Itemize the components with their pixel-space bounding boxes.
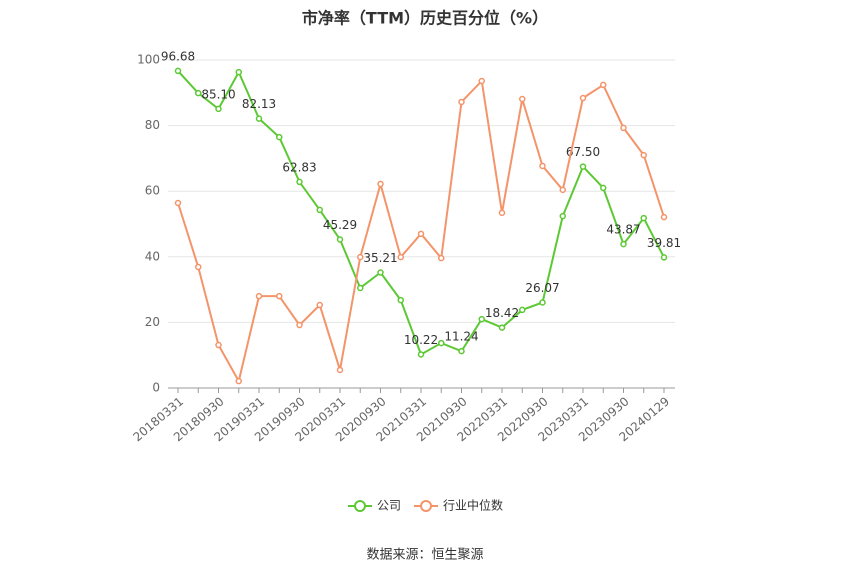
point xyxy=(458,347,465,355)
point xyxy=(336,236,344,243)
legend-item: 行业中位数 xyxy=(414,498,503,513)
point xyxy=(235,377,242,385)
y-tick-label: 20 xyxy=(145,315,160,329)
point xyxy=(276,133,283,141)
point xyxy=(235,68,242,76)
y-tick-label: 100 xyxy=(137,53,160,67)
point xyxy=(377,180,384,188)
point xyxy=(276,292,283,300)
point xyxy=(438,339,445,347)
point xyxy=(640,151,647,159)
legend-marker xyxy=(420,500,432,512)
source-note: 数据来源：恒生聚源 xyxy=(366,548,483,563)
data-label: 62.83 xyxy=(282,160,316,174)
data-label: 10.22 xyxy=(404,333,438,347)
point xyxy=(215,341,222,349)
data-label: 11.24 xyxy=(444,330,478,344)
data-label: 35.21 xyxy=(363,251,397,265)
point xyxy=(255,292,263,300)
point xyxy=(519,306,526,314)
point xyxy=(215,105,222,113)
data-label: 26.07 xyxy=(525,281,559,295)
point xyxy=(539,299,546,306)
data-label: 45.29 xyxy=(323,218,357,232)
data-label: 43.87 xyxy=(606,223,640,237)
point xyxy=(397,253,404,261)
point xyxy=(417,351,425,358)
legend-marker xyxy=(354,500,366,512)
point xyxy=(579,94,587,102)
point xyxy=(478,77,485,85)
point xyxy=(579,163,587,170)
legend-label: 行业中位数 xyxy=(443,498,503,513)
point xyxy=(600,81,607,89)
data-label: 96.68 xyxy=(161,49,195,63)
point xyxy=(316,301,323,309)
point xyxy=(357,253,364,261)
point xyxy=(600,184,607,192)
y-tick-label: 40 xyxy=(145,249,160,263)
point xyxy=(336,366,344,374)
point xyxy=(559,186,566,194)
y-tick-label: 60 xyxy=(145,184,160,198)
data-label: 85.10 xyxy=(201,87,235,101)
y-tick-label: 80 xyxy=(145,118,160,132)
point xyxy=(174,199,182,207)
point xyxy=(417,230,425,238)
point xyxy=(316,206,323,214)
point xyxy=(296,178,303,186)
point xyxy=(539,162,546,170)
point xyxy=(195,263,202,271)
point xyxy=(438,254,445,262)
point xyxy=(559,212,566,220)
point xyxy=(195,89,202,97)
point xyxy=(397,296,404,304)
point xyxy=(255,115,263,122)
point xyxy=(458,98,465,106)
data-label: 18.42 xyxy=(485,306,519,320)
point xyxy=(519,95,526,103)
chart-title: 市净率（TTM）历史百分位（%） xyxy=(302,9,548,28)
point xyxy=(660,254,668,261)
point xyxy=(478,315,485,323)
point xyxy=(498,209,506,217)
point xyxy=(296,321,303,329)
legend-item: 公司 xyxy=(348,499,401,513)
point xyxy=(620,124,627,132)
data-label: 39.81 xyxy=(647,236,681,250)
point xyxy=(357,284,364,292)
series-line xyxy=(177,69,665,356)
data-label: 82.13 xyxy=(242,97,276,111)
legend-label: 公司 xyxy=(377,499,401,513)
data-label: 67.50 xyxy=(566,145,600,159)
point xyxy=(174,67,182,75)
point xyxy=(660,213,668,221)
point xyxy=(620,240,627,248)
point xyxy=(377,269,384,276)
point xyxy=(640,214,647,222)
y-tick-label: 0 xyxy=(152,381,160,395)
point xyxy=(498,324,506,331)
